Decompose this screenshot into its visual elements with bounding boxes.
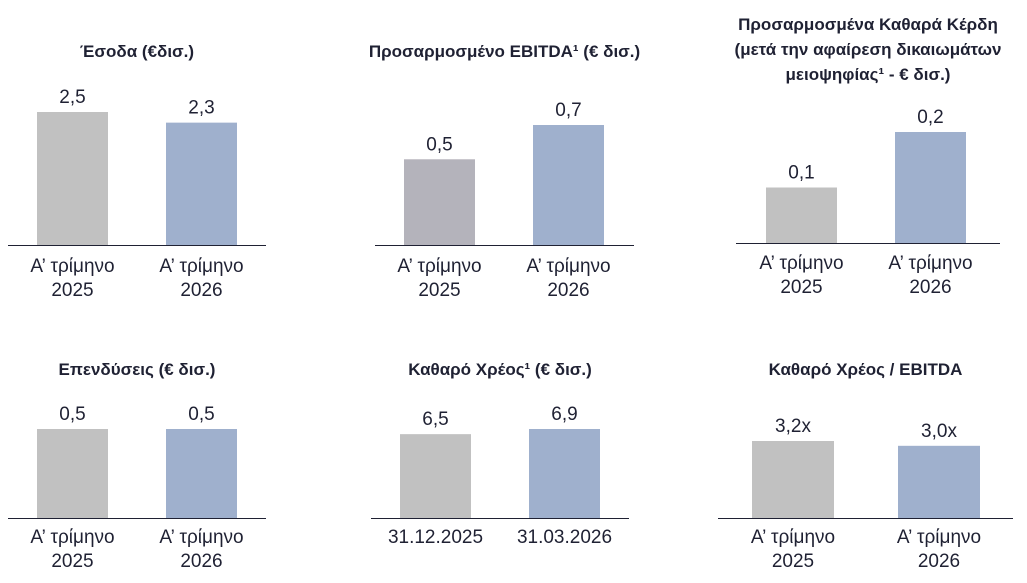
chart-title: μειοψηφίας¹ - € δισ.) xyxy=(786,65,951,84)
category-label: 2025 xyxy=(51,280,93,301)
category-label: Α’ τρίμηνο xyxy=(159,527,243,548)
data-label: 0,5 xyxy=(426,134,452,155)
category-label: 2026 xyxy=(909,277,951,298)
category-label: Α’ τρίμηνο xyxy=(526,256,610,277)
data-label: 3,2x xyxy=(775,416,811,437)
category-label: 2026 xyxy=(918,551,960,572)
data-label: 0,2 xyxy=(917,107,943,128)
category-label: 31.03.2026 xyxy=(517,527,612,548)
category-label: 2025 xyxy=(51,551,93,572)
bar xyxy=(898,445,980,518)
chart-panel-3: Προσαρμοσμένα Καθαρά Κέρδη (μετά την αφαί… xyxy=(735,15,1002,298)
data-label: 2,3 xyxy=(188,98,214,119)
chart-panel-1: Έσοδα (€δισ.) 2,5 Α’ τρίμηνο 2025 2,3 Α’ τρίμ… xyxy=(8,42,266,301)
bar xyxy=(895,132,966,243)
data-label: 6,9 xyxy=(551,404,577,425)
data-label: 2,5 xyxy=(59,87,85,108)
bar xyxy=(529,429,600,518)
category-label: 2025 xyxy=(418,280,460,301)
bar xyxy=(166,429,237,518)
chart-panel-6: Καθαρό Χρέος / EBITDA 3,2x Α’ τρίμηνο 2025 3… xyxy=(718,360,1013,572)
category-label: Α’ τρίμηνο xyxy=(751,527,835,548)
chart-title: Έσοδα (€δισ.) xyxy=(80,42,194,61)
data-label: 3,0x xyxy=(921,421,957,442)
bar xyxy=(404,159,475,245)
data-label: 0,7 xyxy=(555,100,581,121)
data-label: 6,5 xyxy=(422,409,448,430)
category-label: 2026 xyxy=(547,280,589,301)
bar xyxy=(400,434,471,518)
category-label: 31.12.2025 xyxy=(388,527,483,548)
chart-title: Καθαρό Χρέος / EBITDA xyxy=(769,360,963,379)
category-label: Α’ τρίμηνο xyxy=(30,527,114,548)
bar xyxy=(752,441,834,518)
chart-title: Προσαρμοσμένα Καθαρά Κέρδη xyxy=(738,15,998,34)
category-label: 2026 xyxy=(180,280,222,301)
data-label: 0,5 xyxy=(188,404,214,425)
category-label: 2025 xyxy=(780,277,822,298)
category-label: Α’ τρίμηνο xyxy=(30,256,114,277)
chart-title: Επενδύσεις (€ δισ.) xyxy=(59,360,216,379)
category-label: 2026 xyxy=(180,551,222,572)
chart-title: (μετά την αφαίρεση δικαιωμάτων xyxy=(735,40,1002,59)
category-label: Α’ τρίμηνο xyxy=(888,253,972,274)
data-label: 0,1 xyxy=(788,163,814,184)
chart-title: Προσαρμοσμένο EBITDA¹ (€ δισ.) xyxy=(369,42,640,61)
category-label: Α’ τρίμηνο xyxy=(897,527,981,548)
bar xyxy=(37,429,108,518)
bar xyxy=(166,122,237,245)
category-label: 2025 xyxy=(772,551,814,572)
chart-panel-5: Καθαρό Χρέος¹ (€ δισ.) 6,5 31.12.2025 6,9 31… xyxy=(371,360,629,548)
category-label: Α’ τρίμηνο xyxy=(397,256,481,277)
chart-panel-2: Προσαρμοσμένο EBITDA¹ (€ δισ.) 0,5 Α’ τρίμ… xyxy=(369,42,640,301)
bar xyxy=(37,112,108,245)
category-label: Α’ τρίμηνο xyxy=(159,256,243,277)
chart-panel-4: Επενδύσεις (€ δισ.) 0,5 Α’ τρίμηνο 2025 0,5 Α… xyxy=(8,360,266,572)
chart-title: Καθαρό Χρέος¹ (€ δισ.) xyxy=(408,360,592,379)
category-label: Α’ τρίμηνο xyxy=(759,253,843,274)
bar xyxy=(766,187,837,243)
bar xyxy=(533,125,604,245)
data-label: 0,5 xyxy=(59,404,85,425)
